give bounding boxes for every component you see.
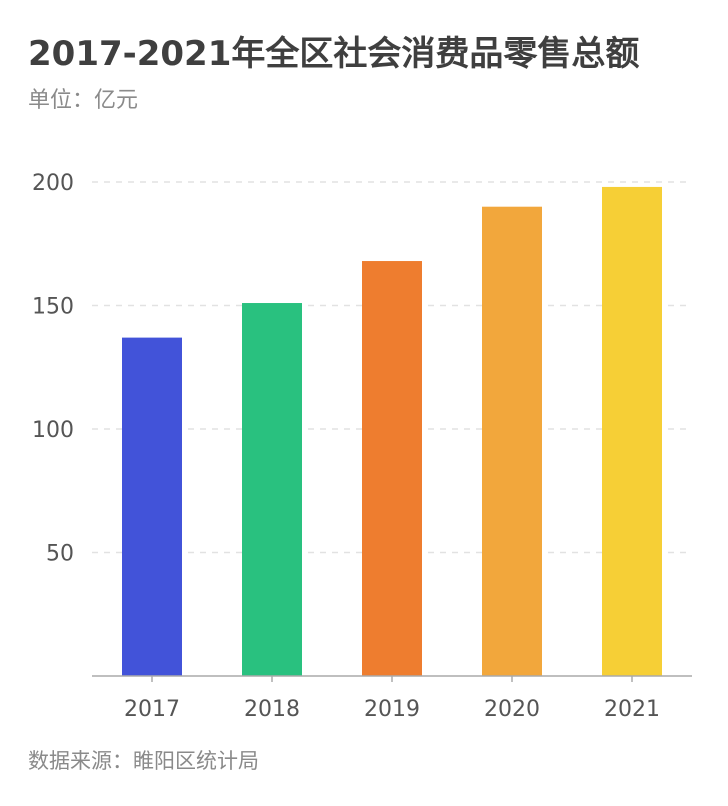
y-tick-label: 200 xyxy=(32,171,74,196)
y-axis-ticks: 50 100 150 200 xyxy=(32,171,74,567)
x-tick-label: 2017 xyxy=(124,697,180,722)
x-tick-label: 2019 xyxy=(364,697,420,722)
x-axis-ticks: 2017 2018 2019 2020 2021 xyxy=(124,697,660,722)
unit-label: 单位：亿元 xyxy=(28,88,139,113)
bar-2019 xyxy=(362,261,422,676)
bar-2018 xyxy=(242,303,302,676)
data-source: 数据来源：睢阳区统计局 xyxy=(28,749,259,773)
x-tick-label: 2021 xyxy=(604,697,660,722)
x-axis xyxy=(92,675,692,682)
bars xyxy=(122,186,662,676)
x-tick-label: 2020 xyxy=(484,697,540,722)
x-tick-label: 2018 xyxy=(244,697,300,722)
chart-title: 2017-2021年全区社会消费品零售总额 xyxy=(28,34,640,74)
bar-2017 xyxy=(122,337,182,676)
y-tick-label: 150 xyxy=(32,295,74,320)
y-tick-label: 50 xyxy=(46,542,74,567)
bar-2020 xyxy=(482,206,542,676)
y-tick-label: 100 xyxy=(32,418,74,443)
bar-2021 xyxy=(602,186,662,676)
